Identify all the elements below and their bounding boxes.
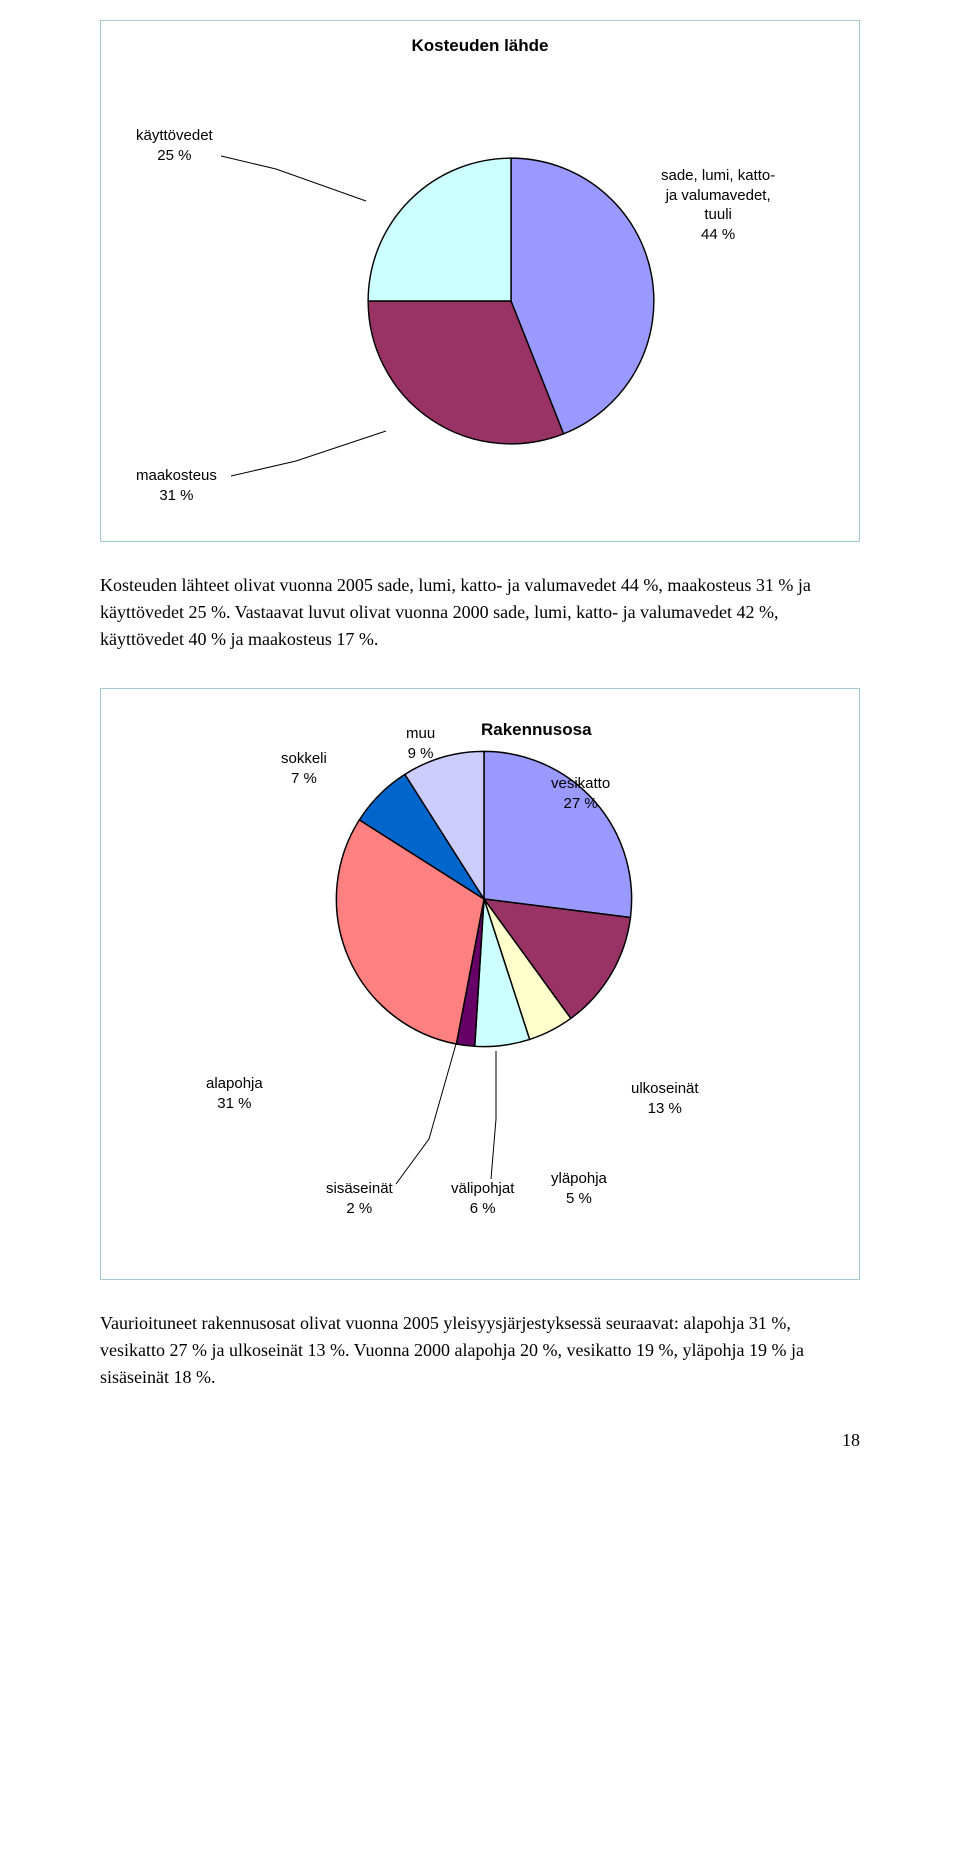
pie-slice-kayttovedet <box>368 158 511 301</box>
chart2-label-vesikatto: vesikatto27 % <box>551 774 610 813</box>
chart2-label-alapohja: alapohja31 % <box>206 1074 263 1113</box>
chart1-body: sade, lumi, katto-ja valumavedet,tuuli44… <box>101 61 859 541</box>
chart2-title: Rakennusosa <box>481 719 592 741</box>
chart1-box: Kosteuden lähde sade, lumi, katto-ja val… <box>100 20 860 542</box>
chart1-label-kayttovedet: käyttövedet25 % <box>136 126 213 165</box>
chart1-label-sade: sade, lumi, katto-ja valumavedet,tuuli44… <box>661 166 775 244</box>
chart2-label-sokkeli: sokkeli7 % <box>281 749 327 788</box>
chart2-label-sisaseinat: sisäseinät2 % <box>326 1179 393 1218</box>
chart2-label-ylapohja: yläpohja5 % <box>551 1169 607 1208</box>
page: Kosteuden lähde sade, lumi, katto-ja val… <box>0 0 960 1466</box>
chart2-label-valipohjat: välipohjat6 % <box>451 1179 514 1218</box>
page-number: 18 <box>842 1430 860 1451</box>
paragraph-2: Vaurioituneet rakennusosat olivat vuonna… <box>100 1310 860 1391</box>
chart2-label-ulkoseinat: ulkoseinät13 % <box>631 1079 699 1118</box>
paragraph-1: Kosteuden lähteet olivat vuonna 2005 sad… <box>100 572 860 653</box>
chart1-title: Kosteuden lähde <box>101 21 859 61</box>
chart2-box: Rakennusosa muu9 % sokkeli7 % vesikatto2… <box>100 688 860 1280</box>
chart1-label-maakosteus: maakosteus31 % <box>136 466 217 505</box>
chart1-pie <box>361 151 661 451</box>
chart2-label-muu: muu9 % <box>406 724 435 763</box>
chart2-body: Rakennusosa muu9 % sokkeli7 % vesikatto2… <box>101 689 859 1279</box>
